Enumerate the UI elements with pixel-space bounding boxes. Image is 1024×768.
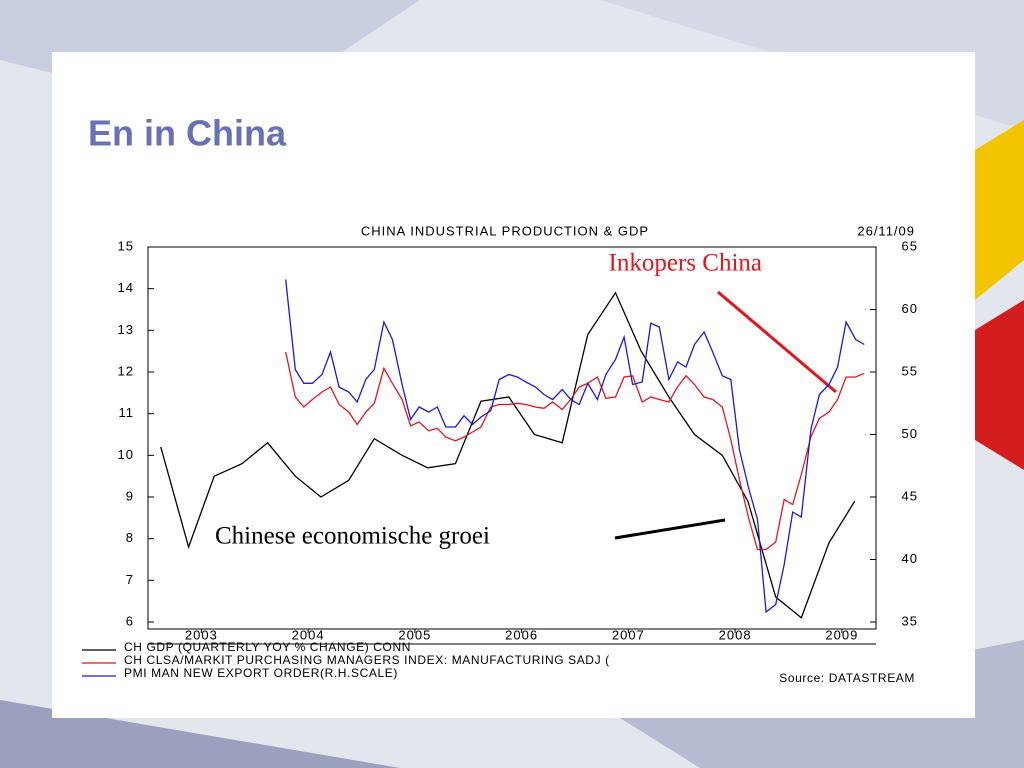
x-tick-label: 2009 xyxy=(825,627,858,642)
y2-tick-label: 40 xyxy=(902,551,918,566)
bg-shape xyxy=(975,300,1024,470)
series-line xyxy=(285,351,865,551)
y2-tick-label: 45 xyxy=(902,488,918,503)
y-tick-label: 14 xyxy=(118,280,134,295)
annotation-arrow xyxy=(717,290,837,394)
chart-date: 26/11/09 xyxy=(857,223,915,238)
x-tick-label: 2005 xyxy=(398,627,431,642)
annotation: Inkopers China xyxy=(609,250,762,277)
plot-frame xyxy=(147,246,877,630)
annotation: Chinese economische groei xyxy=(215,523,490,550)
legend-label: CH CLSA/MARKIT PURCHASING MANAGERS INDEX… xyxy=(124,653,610,667)
y-tick-label: 9 xyxy=(126,488,134,503)
content-panel xyxy=(52,52,975,718)
y2-tick-label: 35 xyxy=(902,613,918,628)
source: Source: DATASTREAM xyxy=(779,671,915,685)
y2-tick-label: 60 xyxy=(902,301,918,316)
bg-shape xyxy=(975,120,1024,300)
y-tick-label: 8 xyxy=(126,530,134,545)
chart-title: CHINA INDUSTRIAL PRODUCTION & GDP xyxy=(361,223,649,238)
legend-label: CH GDP (QUARTERLY YOY % CHANGE) CONN xyxy=(124,640,411,654)
slide-title: En in China xyxy=(88,113,287,154)
y-tick-label: 11 xyxy=(119,405,135,420)
x-tick-label: 2008 xyxy=(719,627,752,642)
y-tick-label: 13 xyxy=(118,322,134,337)
legend-label: PMI MAN NEW EXPORT ORDER(R.H.SCALE) xyxy=(124,666,398,680)
y2-tick-label: 50 xyxy=(902,426,918,441)
y2-tick-label: 55 xyxy=(902,363,918,378)
series-line xyxy=(160,291,856,619)
series-line xyxy=(285,279,865,614)
x-tick-label: 2007 xyxy=(612,627,645,642)
y-tick-label: 15 xyxy=(118,238,134,253)
y-tick-label: 7 xyxy=(126,572,134,587)
x-tick-label: 2003 xyxy=(185,627,218,642)
x-tick-label: 2004 xyxy=(292,627,325,642)
y2-tick-label: 65 xyxy=(902,238,918,253)
x-tick-label: 2006 xyxy=(505,627,538,642)
y-tick-label: 10 xyxy=(118,447,134,462)
annotation-arrow xyxy=(614,518,726,540)
y-tick-label: 6 xyxy=(126,613,134,628)
y-tick-label: 12 xyxy=(118,363,134,378)
